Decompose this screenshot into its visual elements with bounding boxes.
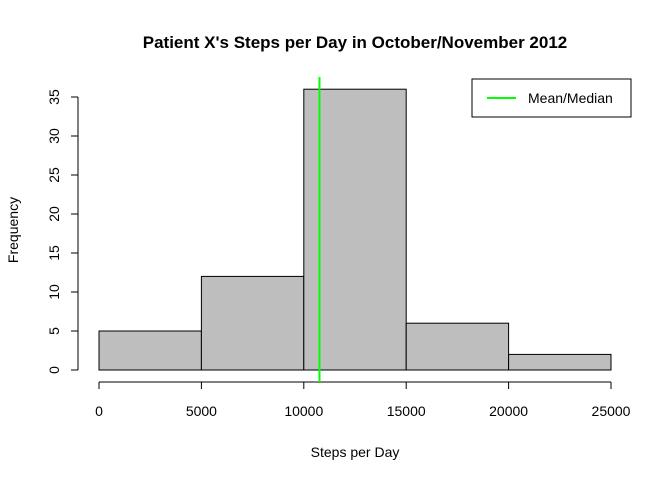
legend: Mean/Median — [471, 78, 632, 118]
x-axis: 0 5000 10000 15000 20000 25000 — [95, 381, 631, 419]
x-tick-label-0: 0 — [95, 403, 103, 419]
y-tick-label-1: 5 — [46, 327, 62, 335]
y-tick-label-2: 10 — [46, 284, 62, 300]
y-tick-label-3: 15 — [46, 245, 62, 261]
histogram-bar-2 — [303, 88, 407, 371]
x-axis-label: Steps per Day — [311, 444, 400, 460]
histogram-bar-0 — [98, 330, 202, 371]
y-axis: 0 5 10 15 20 25 30 35 — [46, 89, 79, 374]
x-tick-label-2: 10000 — [284, 403, 323, 419]
y-tick-label-7: 35 — [46, 89, 62, 105]
x-tick-label-3: 15000 — [387, 403, 426, 419]
legend-label: Mean/Median — [528, 90, 613, 106]
x-tick-label-5: 25000 — [592, 403, 631, 419]
chart-title: Patient X's Steps per Day in October/Nov… — [143, 33, 567, 52]
histogram-bar-3 — [405, 322, 510, 371]
y-tick-label-0: 0 — [46, 366, 62, 374]
x-tick-label-4: 20000 — [489, 403, 528, 419]
histogram-bar-1 — [200, 275, 305, 371]
y-axis-label: Frequency — [5, 197, 21, 263]
bars-group — [98, 88, 612, 371]
histogram-bar-4 — [508, 353, 612, 371]
y-tick-label-6: 30 — [46, 128, 62, 144]
x-tick-label-1: 5000 — [186, 403, 217, 419]
y-tick-label-4: 20 — [46, 206, 62, 222]
y-tick-label-5: 25 — [46, 167, 62, 183]
